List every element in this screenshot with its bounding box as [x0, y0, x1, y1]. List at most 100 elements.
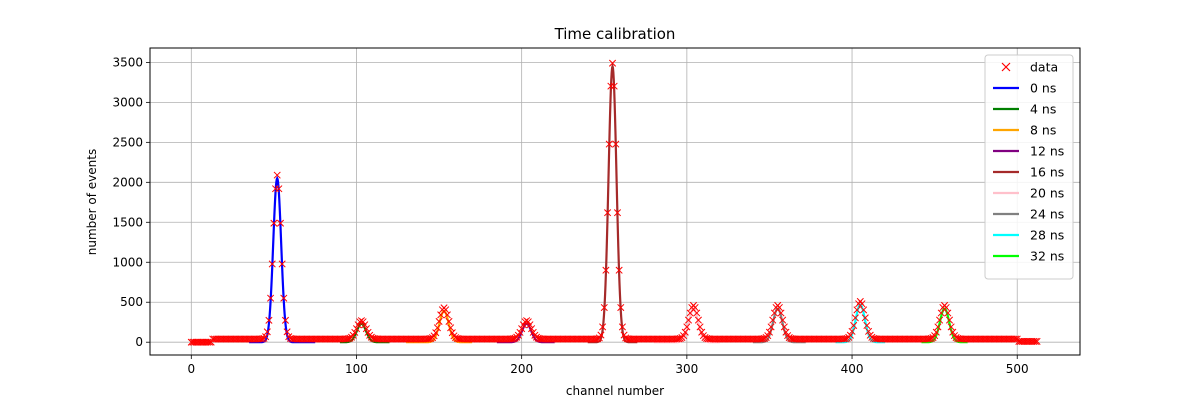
- data-point: [258, 335, 266, 343]
- data-point: [853, 306, 861, 314]
- data-point: [863, 321, 871, 330]
- data-point: [283, 328, 291, 336]
- data-point: [276, 219, 285, 227]
- data-point: [1033, 337, 1041, 345]
- data-point: [860, 306, 868, 314]
- data-point: [613, 209, 622, 217]
- legend-label: 4 ns: [1030, 102, 1056, 117]
- data-point: [265, 316, 273, 324]
- legend-label: 12 ns: [1030, 144, 1064, 159]
- data-point: [432, 329, 440, 337]
- data-point: [278, 260, 286, 268]
- y-tick-label: 2000: [112, 175, 143, 189]
- x-tick-label: 200: [510, 362, 533, 376]
- legend-label: 24 ns: [1030, 207, 1064, 222]
- legend-label: 28 ns: [1030, 228, 1064, 243]
- y-tick-label: 0: [135, 335, 143, 349]
- data-point: [931, 332, 939, 340]
- legend-label: 0 ns: [1030, 81, 1056, 96]
- data-point: [612, 140, 620, 148]
- data-point: [608, 59, 617, 67]
- data-point: [775, 303, 783, 312]
- data-point: [932, 328, 940, 336]
- data-point: [362, 325, 370, 333]
- chart-title: Time calibration: [554, 25, 676, 43]
- y-tick-label: 3500: [112, 55, 143, 69]
- data-point: [280, 294, 288, 302]
- data-point: [861, 314, 869, 322]
- data-point: [865, 327, 873, 335]
- data-point: [526, 321, 534, 329]
- data-point: [1030, 337, 1038, 345]
- x-tick-label: 100: [345, 362, 368, 376]
- data-point: [599, 323, 607, 331]
- data-points: [187, 59, 1041, 346]
- data-point: [607, 82, 615, 90]
- data-point: [679, 332, 688, 340]
- data-point: [1012, 335, 1020, 343]
- data-point: [617, 303, 625, 312]
- legend: data 0 ns 4 ns 8 ns 12 ns 16 ns 20 ns 24 ns 28 n…: [984, 54, 1074, 280]
- data-point: [936, 316, 944, 324]
- y-tick-label: 2500: [112, 135, 143, 149]
- data-point: [600, 303, 608, 312]
- y-tick-label: 1500: [112, 215, 143, 229]
- y-tick-label: 3000: [112, 95, 143, 109]
- data-point: [361, 321, 369, 329]
- data-point: [846, 331, 854, 339]
- data-point: [604, 209, 612, 217]
- data-point: [447, 324, 455, 332]
- x-tick-label: 500: [1006, 362, 1029, 376]
- data-point: [351, 328, 359, 336]
- data-point: [275, 185, 283, 193]
- data-point: [949, 328, 957, 336]
- data-point: [605, 140, 613, 148]
- data-point: [782, 328, 790, 336]
- plot-frame: [149, 47, 1081, 356]
- data-point: [934, 323, 942, 331]
- data-point: [352, 325, 361, 333]
- y-tick-label: 1000: [112, 255, 143, 269]
- data-point: [764, 332, 772, 340]
- data-point: [942, 303, 950, 312]
- data-point: [602, 266, 610, 274]
- data-point: [683, 323, 691, 331]
- data-point: [858, 300, 866, 308]
- data-point: [597, 331, 605, 339]
- legend-marker: [1001, 62, 1011, 72]
- data-point: [693, 309, 701, 317]
- data-point: [435, 317, 443, 326]
- data-point: [516, 328, 524, 336]
- data-point: [696, 323, 704, 331]
- data-point: [443, 311, 451, 319]
- x-tick-label: 0: [187, 362, 195, 376]
- legend-label: 20 ns: [1030, 186, 1064, 201]
- data-point: [765, 328, 774, 336]
- data-point: [610, 82, 618, 90]
- data-point: [944, 309, 952, 317]
- data-point: [779, 316, 787, 324]
- data-point: [780, 323, 788, 331]
- data-point: [684, 316, 693, 324]
- legend-label: 16 ns: [1030, 165, 1064, 180]
- data-point: [271, 185, 280, 193]
- data-point: [777, 309, 785, 317]
- data-point: [267, 294, 275, 302]
- data-point: [262, 333, 270, 341]
- data-point: [528, 325, 536, 333]
- data-point: [204, 338, 212, 346]
- fit-line: [587, 62, 638, 344]
- data-point: [691, 303, 699, 312]
- data-point: [270, 219, 278, 227]
- data-point: [615, 266, 623, 274]
- legend-label: 8 ns: [1030, 123, 1056, 138]
- legend-label: 32 ns: [1030, 249, 1064, 264]
- fit-line: [835, 303, 886, 344]
- data-point: [694, 316, 702, 324]
- data-point: [445, 317, 453, 326]
- data-point: [281, 316, 290, 324]
- data-point: [850, 321, 858, 330]
- data-point: [442, 306, 450, 314]
- data-point: [681, 328, 689, 336]
